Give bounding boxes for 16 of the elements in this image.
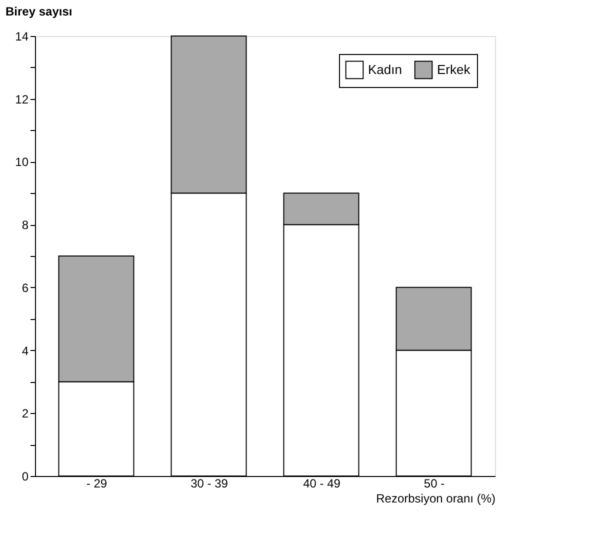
y-tick-label: 10 — [15, 155, 29, 170]
x-axis-title: Rezorbsiyon oranı (%) — [376, 492, 496, 506]
x-tick-label: 30 - 39 — [190, 476, 228, 490]
x-tick-label: 40 - 49 — [303, 476, 341, 490]
y-tick-label: 12 — [15, 92, 29, 106]
x-tick-label: - 29 — [86, 476, 108, 490]
x-tick-label: 50 - — [424, 476, 445, 490]
y-tick-label: 6 — [22, 280, 29, 295]
y-tick-label: 2 — [22, 406, 29, 421]
legend-label: Erkek — [437, 62, 471, 77]
y-tick-label: 14 — [15, 30, 29, 44]
y-tick-label: 4 — [22, 344, 29, 358]
y-axis-title: Birey sayısı — [6, 4, 72, 18]
legend-label: Kadın — [368, 62, 402, 77]
y-tick-label: 8 — [22, 218, 29, 232]
y-tick-label: 0 — [22, 470, 29, 484]
